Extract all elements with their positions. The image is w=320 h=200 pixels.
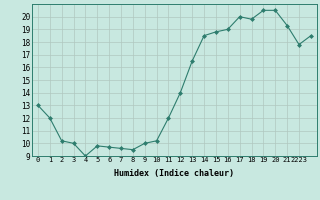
X-axis label: Humidex (Indice chaleur): Humidex (Indice chaleur) (115, 169, 234, 178)
